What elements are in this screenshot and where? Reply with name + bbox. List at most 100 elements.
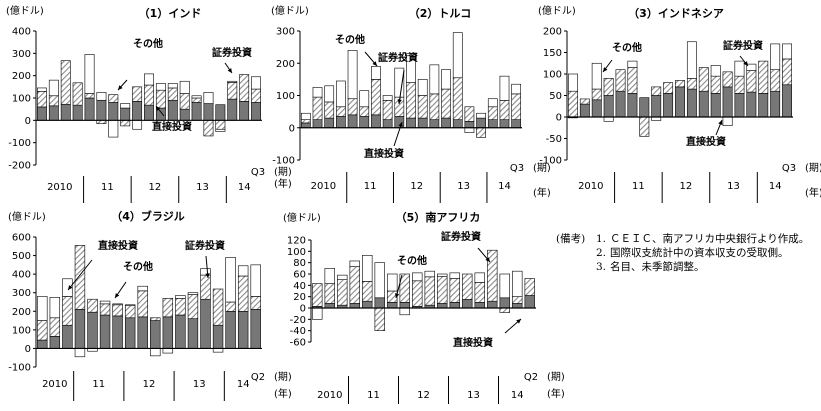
bar-segment-other <box>250 264 261 297</box>
bar-segment-direct <box>359 116 370 129</box>
bar-segment-other <box>591 62 602 90</box>
bar-segment-portfolio <box>734 75 745 94</box>
bar-segment-direct <box>108 102 119 121</box>
bar-segment-portfolio <box>337 279 348 306</box>
bar-segment-direct <box>651 95 662 118</box>
year-label: 2010 <box>578 181 603 192</box>
bar-segment-direct <box>449 302 460 309</box>
y-tick-label: 100 <box>276 91 295 102</box>
period-unit-label: (期) <box>274 371 292 383</box>
bar-segment-other <box>49 297 61 319</box>
annotation-arrowhead <box>118 85 123 90</box>
bar-segment-other <box>227 80 238 83</box>
y-axis-unit-label: (億ドル) <box>538 4 576 17</box>
bar-segment-direct <box>686 88 697 118</box>
bar-segment-direct <box>37 339 48 349</box>
bar-segment-portfolio <box>464 106 475 122</box>
year-label: 12 <box>143 379 156 390</box>
bar-segment-other <box>300 112 311 120</box>
bar-segment-portfolio <box>512 296 523 304</box>
bar-segment-direct <box>87 311 98 349</box>
annotation-arrowhead <box>372 61 377 66</box>
year-label: 13 <box>196 182 209 193</box>
bar-segment-portfolio <box>449 278 460 303</box>
y-tick-label: 300 <box>276 27 295 38</box>
year-label: 12 <box>680 181 693 192</box>
annotation-label: 直接投資 <box>686 135 726 148</box>
bar-segment-portfolio <box>437 275 448 304</box>
bar-segment-direct <box>371 114 381 129</box>
period-label: Q3 <box>251 167 265 178</box>
bar-segment-direct <box>476 117 486 129</box>
year-label: 12 <box>417 390 430 401</box>
bar-segment-direct <box>579 103 590 118</box>
y-tick-label: -100 <box>272 156 295 167</box>
bar-segment-portfolio <box>406 82 416 119</box>
y-tick-label: 100 <box>287 247 306 258</box>
y-tick-label: -40 <box>290 326 306 337</box>
y-tick-label: 300 <box>12 288 31 299</box>
bar-segment-other <box>203 92 214 104</box>
annotation-arrowhead <box>743 61 748 66</box>
bar-segment-portfolio <box>770 69 781 92</box>
bar-segment-direct <box>144 104 154 121</box>
annotation-arrowhead <box>485 257 490 262</box>
bar-segment-portfolio <box>237 275 249 312</box>
bar-segment-portfolio <box>627 67 638 94</box>
year-label: 11 <box>367 390 380 401</box>
period-unit-label: (期) <box>533 162 551 174</box>
bar-segment-portfolio <box>72 82 83 106</box>
y-tick-label: -50 <box>546 134 562 145</box>
bar-segment-other <box>722 116 733 126</box>
y-axis-unit-label: (億ドル) <box>283 211 321 224</box>
annotation-label: 直接投資 <box>152 120 192 133</box>
bar-segment-direct <box>464 121 475 129</box>
bar-segment-portfolio <box>191 97 202 103</box>
bar-segment-direct <box>203 103 214 121</box>
bar-segment-direct <box>137 316 148 349</box>
bar-segment-direct <box>474 302 485 309</box>
bar-segment-portfolio <box>746 70 757 93</box>
period-unit-label: (期) <box>547 371 565 383</box>
annotation-label: その他 <box>335 33 365 46</box>
chart-title: （5）南アフリカ <box>396 210 481 224</box>
annotation-arrowhead <box>398 122 403 127</box>
year-label: 11 <box>632 181 645 192</box>
y-tick-label: 80 <box>293 258 306 269</box>
bar-segment-other <box>312 307 323 320</box>
annotation-label: その他 <box>397 254 427 267</box>
y-tick-label: -60 <box>290 338 306 349</box>
bar-segment-direct <box>187 318 199 349</box>
y-tick-label: 600 <box>12 233 31 244</box>
bar-segment-portfolio <box>387 290 398 303</box>
bar-segment-direct <box>324 117 335 129</box>
bar-segment-other <box>251 76 261 90</box>
y-tick-label: -100 <box>8 138 31 149</box>
bar-segment-other <box>511 83 522 95</box>
bar-segment-direct <box>710 93 721 118</box>
bar-segment-direct <box>120 107 131 121</box>
bar-segment-portfolio <box>150 317 161 321</box>
bar-segment-portfolio <box>87 298 98 313</box>
bar-segment-direct <box>362 300 373 309</box>
bar-segment-portfolio <box>49 317 61 337</box>
bar-segment-direct <box>227 98 238 121</box>
y-tick-label: 200 <box>12 307 31 318</box>
bar-segment-direct <box>175 314 186 349</box>
bar-segment-direct <box>374 297 385 309</box>
bar-segment-portfolio <box>615 69 626 92</box>
bar-segment-direct <box>112 315 123 349</box>
annotation-arrowhead <box>227 68 232 73</box>
year-label: 11 <box>92 379 105 390</box>
bar-segment-direct <box>62 324 73 349</box>
annotation-label: その他 <box>123 260 153 273</box>
bar-segment-portfolio <box>120 120 131 127</box>
bar-segment-other <box>62 278 73 297</box>
bar-segment-portfolio <box>132 86 143 102</box>
bar-segment-portfolio <box>663 82 674 94</box>
bar-segment-other <box>499 273 510 299</box>
bar-segment-portfolio <box>782 58 792 86</box>
bar-segment-other <box>686 41 697 79</box>
bar-segment-direct <box>698 90 709 118</box>
bar-segment-direct <box>49 336 61 349</box>
